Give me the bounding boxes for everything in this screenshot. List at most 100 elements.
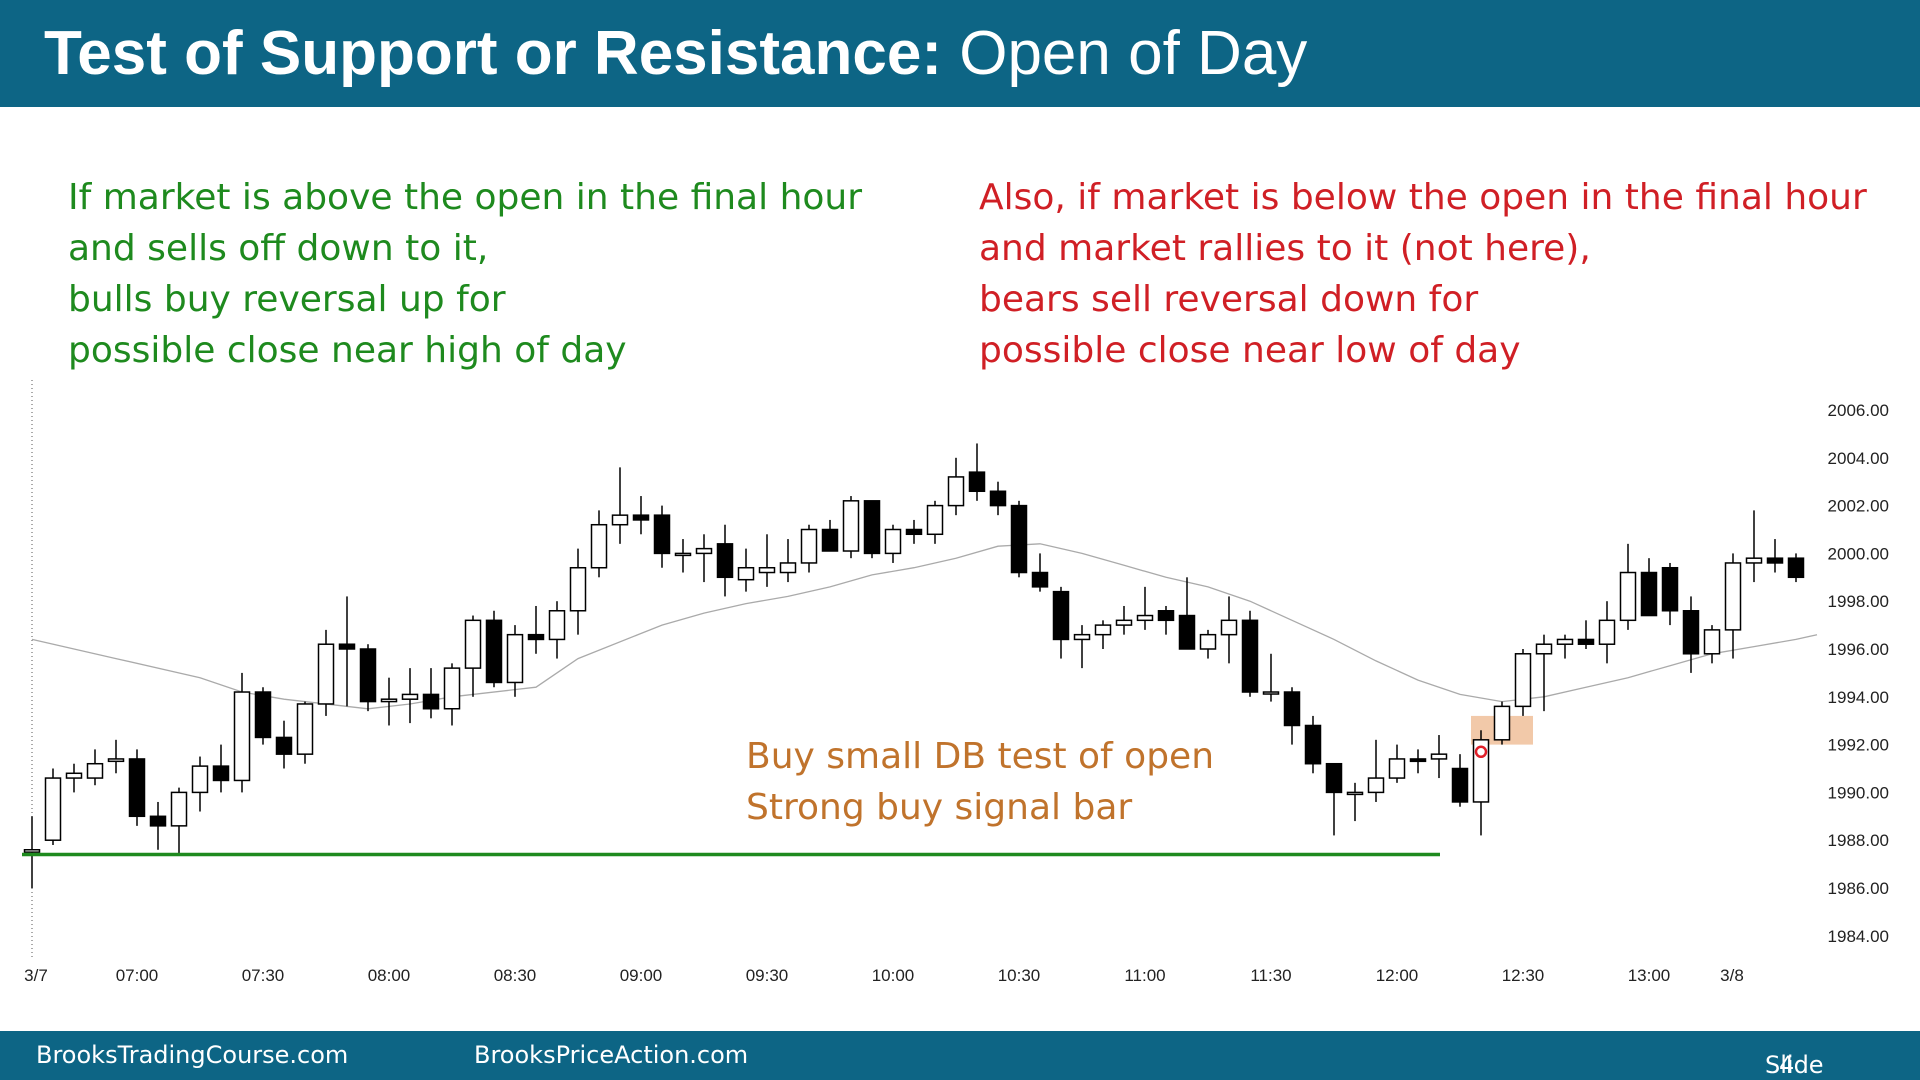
bull-candle <box>884 528 902 555</box>
bear-candle <box>212 765 230 782</box>
bear-candle <box>275 736 293 755</box>
bull-candle <box>1346 791 1364 796</box>
bull-candle <box>1556 638 1574 645</box>
bear-note-line: bears sell reversal down for <box>979 279 1479 320</box>
bull-candle <box>842 500 860 552</box>
annotation-line: Buy small DB test of open <box>746 736 1214 777</box>
bear-note-line: possible close near low of day <box>979 330 1521 371</box>
bear-candle <box>863 500 881 555</box>
bull-candle <box>170 791 188 827</box>
bull-candle <box>443 667 461 710</box>
bear-candle <box>1451 767 1469 803</box>
bull-candle <box>23 849 41 853</box>
bear-candle <box>989 490 1007 507</box>
bear-candle <box>149 815 167 827</box>
x-tick-label: 09:00 <box>620 966 663 985</box>
bull-candle <box>1598 619 1616 645</box>
y-tick-label: 1996.00 <box>1828 640 1889 659</box>
bear-note-line: and market rallies to it (not here), <box>979 228 1591 269</box>
title-bold: Test of Support or Resistance: <box>44 19 942 88</box>
title-normal: Open of Day <box>959 19 1308 88</box>
y-tick-label: 1986.00 <box>1828 879 1889 898</box>
bull-candle <box>926 504 944 536</box>
bear-candle <box>1766 557 1784 564</box>
bull-candle <box>1703 629 1721 655</box>
slide-number: 4 <box>1779 1051 1795 1079</box>
y-tick-label: 1992.00 <box>1828 736 1889 755</box>
bull-candle <box>1199 633 1217 650</box>
bear-candle <box>821 528 839 552</box>
bull-candle <box>590 523 608 569</box>
bull-candle <box>1220 619 1238 636</box>
bear-candle <box>1325 762 1343 794</box>
bull-candle <box>65 772 83 779</box>
bear-candle <box>1010 504 1028 574</box>
y-tick-label: 2002.00 <box>1828 497 1889 516</box>
bull-note-line: If market is above the open in the final… <box>68 177 863 218</box>
x-tick-label: 08:00 <box>368 966 411 985</box>
footer-site-middle: BrooksPriceAction.com <box>474 1041 749 1069</box>
x-tick-label: 11:00 <box>1124 966 1165 985</box>
bear-candle <box>1409 758 1427 763</box>
bull-candle <box>1388 758 1406 779</box>
x-tick-label: 12:00 <box>1376 966 1419 985</box>
y-tick-label: 1984.00 <box>1828 927 1889 946</box>
bull-candle <box>401 693 419 700</box>
bear-note-line: Also, if market is below the open in the… <box>979 177 1867 218</box>
footer-site-left: BrooksTradingCourse.com <box>36 1041 349 1069</box>
annotation-line: Strong buy signal bar <box>746 787 1132 828</box>
bear-candle <box>359 648 377 703</box>
bull-note: If market is above the open in the final… <box>68 172 862 376</box>
y-tick-label: 2006.00 <box>1828 401 1889 420</box>
bear-candle <box>1787 557 1805 579</box>
bear-candle <box>1682 610 1700 655</box>
slide-title: Test of Support or Resistance: Open of D… <box>44 18 1307 90</box>
bear-candle <box>128 758 146 818</box>
bull-candle <box>1745 557 1763 564</box>
bull-candle <box>296 703 314 755</box>
bear-candle <box>1577 638 1595 645</box>
y-tick-label: 1990.00 <box>1828 783 1889 802</box>
title-bar: Test of Support or Resistance: Open of D… <box>0 0 1920 107</box>
x-tick-label: 13:00 <box>1628 966 1671 985</box>
bull-candle <box>233 691 251 782</box>
bull-candle <box>1724 562 1742 631</box>
y-tick-label: 2000.00 <box>1828 544 1889 563</box>
bull-candle <box>758 566 776 574</box>
bull-candle <box>191 765 209 794</box>
bull-candle <box>506 633 524 684</box>
bear-candle <box>1241 619 1259 693</box>
bear-candle <box>527 633 545 641</box>
bull-candle <box>86 762 104 779</box>
bull-candle <box>548 610 566 641</box>
bull-candle <box>1367 777 1385 794</box>
bear-candle <box>1304 724 1322 765</box>
bull-candle <box>1535 643 1553 655</box>
signal-marker <box>1474 745 1488 759</box>
bear-candle <box>968 471 986 493</box>
bear-candle <box>485 619 503 684</box>
bull-candle <box>464 619 482 669</box>
x-tick-label: 10:30 <box>998 966 1041 985</box>
bear-candle <box>1157 610 1175 622</box>
bull-candle <box>107 758 125 763</box>
x-tick-label: 09:30 <box>746 966 789 985</box>
y-tick-label: 1988.00 <box>1828 831 1889 850</box>
bull-candle <box>380 698 398 703</box>
bull-candle <box>1262 691 1280 695</box>
bear-candle <box>254 691 272 739</box>
bull-candle <box>44 777 62 841</box>
bull-candle <box>947 476 965 507</box>
x-tick-label: 08:30 <box>494 966 537 985</box>
bull-candle <box>737 566 755 581</box>
bear-candle <box>1640 571 1658 617</box>
slide-label: Slide <box>1765 1051 1824 1079</box>
bear-candle <box>1031 571 1049 588</box>
moving-average-line <box>31 543 1818 710</box>
bull-candle <box>779 562 797 574</box>
x-tick-label: 3/8 <box>1720 966 1744 985</box>
x-tick-label: 3/7 <box>24 966 48 985</box>
bear-candle <box>716 543 734 579</box>
bull-candle <box>1493 705 1511 741</box>
x-tick-label: 07:00 <box>116 966 159 985</box>
